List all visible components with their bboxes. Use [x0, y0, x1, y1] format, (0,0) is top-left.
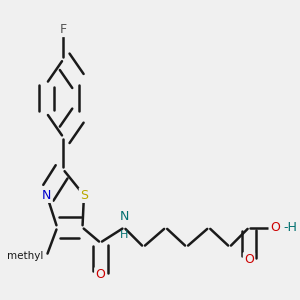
- Text: F: F: [60, 23, 67, 36]
- Text: S: S: [80, 189, 88, 202]
- Text: N: N: [42, 189, 52, 202]
- Text: methyl: methyl: [8, 250, 44, 260]
- Text: -H: -H: [283, 221, 297, 234]
- Text: H: H: [120, 230, 128, 240]
- Text: N: N: [119, 210, 129, 223]
- Text: O: O: [95, 268, 105, 281]
- Text: O: O: [270, 221, 280, 234]
- Text: O: O: [244, 253, 254, 266]
